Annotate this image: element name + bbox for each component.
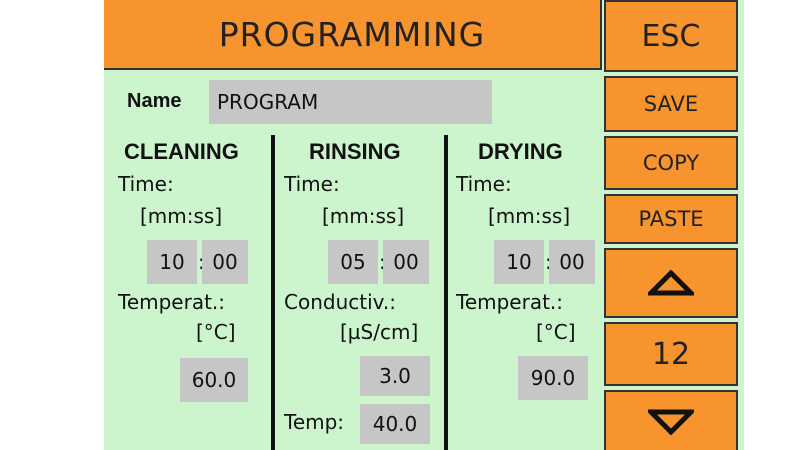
rinsing-time-label: Time: — [284, 172, 340, 196]
paste-button[interactable]: PASTE — [604, 194, 738, 244]
column-divider-left — [271, 135, 275, 450]
drying-time-unit: [mm:ss] — [488, 204, 571, 228]
cleaning-time-colon: : — [198, 250, 205, 274]
copy-button[interactable]: COPY — [604, 136, 738, 190]
drying-minutes-field[interactable]: 10 — [494, 240, 544, 284]
drying-temp-unit: [°C] — [536, 320, 576, 344]
cleaning-temp-label: Temperat.: — [118, 290, 226, 314]
triangle-up-icon — [648, 270, 694, 296]
cleaning-time-unit: [mm:ss] — [140, 204, 223, 228]
drying-time-label: Time: — [456, 172, 512, 196]
cleaning-heading: CLEANING — [124, 139, 239, 164]
rinsing-conductivity-unit: [µS/cm] — [340, 320, 419, 344]
cleaning-seconds-field[interactable]: 00 — [202, 240, 248, 284]
column-divider-right — [444, 135, 448, 450]
drying-temp-field[interactable]: 90.0 — [518, 356, 588, 400]
triangle-down-icon — [648, 409, 694, 435]
rinsing-time-unit: [mm:ss] — [322, 204, 405, 228]
rinsing-conductivity-field[interactable]: 3.0 — [360, 356, 430, 396]
programming-screen: PROGRAMMING Name PROGRAM CLEANING Time: … — [104, 0, 744, 450]
page-title: PROGRAMMING — [104, 0, 602, 70]
cleaning-temp-unit: [°C] — [196, 320, 236, 344]
rinsing-temp-label: Temp: — [284, 410, 345, 434]
copy-button-label: COPY — [642, 151, 700, 175]
drying-temp-label: Temperat.: — [456, 290, 564, 314]
side-button-panel: ESC SAVE COPY PASTE 12 — [604, 0, 738, 450]
program-number: 12 — [651, 336, 691, 372]
esc-button[interactable]: ESC — [604, 0, 738, 72]
cleaning-time-label: Time: — [118, 172, 174, 196]
rinsing-minutes-field[interactable]: 05 — [328, 240, 378, 284]
cleaning-temp-field[interactable]: 60.0 — [180, 358, 248, 402]
drying-time-colon: : — [545, 250, 552, 274]
rinsing-seconds-field[interactable]: 00 — [383, 240, 429, 284]
rinsing-conductivity-label: Conductiv.: — [284, 290, 397, 314]
name-label: Name — [127, 90, 182, 112]
rinsing-temp-field[interactable]: 40.0 — [360, 404, 430, 444]
cleaning-minutes-field[interactable]: 10 — [147, 240, 197, 284]
save-button[interactable]: SAVE — [604, 76, 738, 132]
paste-button-label: PASTE — [638, 207, 704, 231]
drying-heading: DRYING — [478, 139, 563, 164]
rinsing-time-colon: : — [379, 250, 386, 274]
drying-seconds-field[interactable]: 00 — [549, 240, 595, 284]
save-button-label: SAVE — [643, 92, 699, 116]
program-name-field[interactable]: PROGRAM — [209, 80, 492, 124]
scroll-down-button[interactable] — [604, 390, 738, 450]
rinsing-heading: RINSING — [309, 139, 401, 164]
esc-button-label: ESC — [641, 18, 701, 54]
scroll-up-button[interactable] — [604, 248, 738, 318]
program-number-display: 12 — [604, 322, 738, 386]
